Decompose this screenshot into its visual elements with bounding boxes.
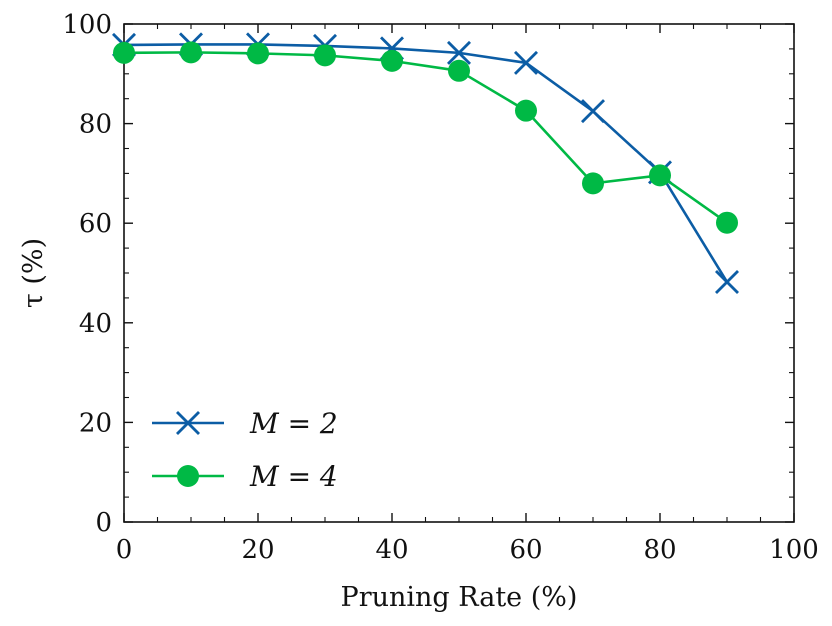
y-tick-label: 80 bbox=[79, 110, 112, 140]
x-tick-label: 100 bbox=[769, 535, 819, 565]
marker-stroke bbox=[447, 40, 471, 65]
y-tick-label: 20 bbox=[79, 408, 112, 438]
y-tick-label: 40 bbox=[79, 309, 112, 339]
major-ticks bbox=[123, 23, 795, 523]
tick-labels: 0 20 40 60 80 100 0 20 40 60 80 100 bbox=[62, 10, 818, 565]
x-tick-label: 40 bbox=[375, 535, 408, 565]
series-line bbox=[123, 51, 728, 224]
x-tick-label: 0 bbox=[116, 535, 133, 565]
data-point bbox=[581, 99, 605, 124]
data-point bbox=[314, 44, 336, 67]
data-point bbox=[180, 41, 202, 64]
legend-label: M = 2 bbox=[249, 407, 338, 440]
data-point bbox=[113, 41, 135, 64]
x-tick-label: 80 bbox=[643, 535, 676, 565]
data-point bbox=[582, 172, 604, 195]
plot-frame bbox=[123, 23, 795, 523]
minor-ticks bbox=[124, 24, 794, 522]
x-axis-label: Pruning Rate (%) bbox=[341, 582, 578, 613]
series-2 bbox=[113, 41, 738, 234]
legend-marker bbox=[177, 465, 199, 487]
data-point bbox=[715, 269, 739, 294]
legend-marker bbox=[176, 411, 200, 435]
marker-stroke bbox=[176, 411, 200, 435]
marker-stroke bbox=[581, 99, 605, 124]
data-point bbox=[381, 49, 403, 72]
data-point bbox=[448, 59, 470, 82]
y-tick-label: 100 bbox=[62, 10, 112, 40]
axes-frame bbox=[123, 23, 795, 523]
legend-label: M = 4 bbox=[249, 460, 338, 493]
data-point bbox=[515, 99, 537, 122]
legend: M = 2 M = 4 bbox=[152, 407, 338, 493]
marker-stroke bbox=[715, 269, 739, 294]
y-tick-label: 0 bbox=[95, 508, 112, 538]
data-point bbox=[514, 50, 538, 75]
series-line bbox=[123, 43, 729, 283]
x-tick-label: 20 bbox=[241, 535, 274, 565]
series-layer bbox=[112, 32, 739, 294]
legend-entry-2: M = 4 bbox=[152, 460, 338, 493]
series-1 bbox=[112, 32, 739, 294]
data-point bbox=[447, 40, 471, 65]
y-tick-label: 60 bbox=[79, 209, 112, 239]
data-point bbox=[716, 211, 738, 234]
data-point bbox=[247, 42, 269, 65]
y-axis-label: τ (%) bbox=[18, 238, 49, 308]
marker-stroke bbox=[514, 50, 538, 75]
x-tick-label: 60 bbox=[509, 535, 542, 565]
legend-entry-1: M = 2 bbox=[152, 407, 338, 440]
data-point bbox=[649, 164, 671, 187]
